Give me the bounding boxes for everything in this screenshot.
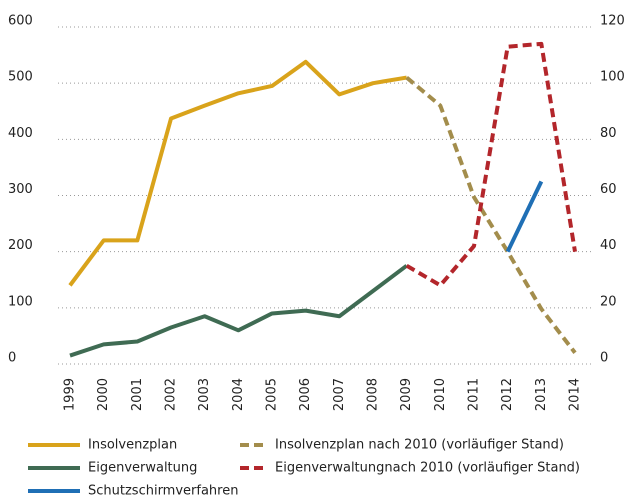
x-tick-label: 2001 bbox=[130, 378, 145, 411]
series-line bbox=[405, 76, 577, 354]
x-tick-label: 1999 bbox=[63, 378, 78, 411]
y-tick-label: 100 bbox=[8, 294, 33, 309]
series-line bbox=[68, 59, 407, 287]
x-tick-label: 2009 bbox=[399, 378, 414, 411]
y-tick-label: 300 bbox=[8, 182, 33, 197]
legend-label: Insolvenzplan bbox=[88, 438, 177, 453]
legend-label: Eigenverwaltungnach 2010 (vorläufiger St… bbox=[275, 461, 580, 476]
x-tick-label: 2013 bbox=[534, 378, 549, 411]
y2-tick-label: 20 bbox=[600, 294, 617, 309]
x-tick-label: 2006 bbox=[298, 378, 313, 411]
y-tick-label: 400 bbox=[8, 126, 33, 141]
y-tick-label: 0 bbox=[8, 351, 16, 366]
legend-label: Insolvenzplan nach 2010 (vorläufiger Sta… bbox=[275, 438, 564, 453]
y-tick-label: 600 bbox=[8, 14, 33, 29]
series-line bbox=[69, 264, 408, 358]
y-tick-label: 200 bbox=[8, 238, 33, 253]
legend-label: Schutzschirmverfahren bbox=[88, 484, 238, 499]
x-tick-label: 2005 bbox=[265, 378, 280, 411]
x-tick-label: 2002 bbox=[164, 378, 179, 411]
y2-tick-label: 40 bbox=[600, 238, 617, 253]
x-tick-label: 2008 bbox=[366, 378, 381, 411]
series-line bbox=[405, 41, 577, 288]
y2-tick-label: 0 bbox=[600, 351, 608, 366]
y2-tick-label: 60 bbox=[600, 182, 617, 197]
y2-tick-label: 100 bbox=[600, 70, 625, 85]
series-line bbox=[505, 180, 544, 253]
x-tick-label: 2014 bbox=[568, 378, 583, 411]
x-tick-label: 2012 bbox=[500, 378, 515, 411]
x-tick-label: 2010 bbox=[433, 378, 448, 411]
x-tick-label: 2000 bbox=[96, 378, 111, 411]
x-tick-label: 2011 bbox=[467, 378, 482, 411]
y2-tick-label: 80 bbox=[600, 126, 617, 141]
y2-tick-label: 120 bbox=[600, 14, 625, 29]
x-tick-label: 2004 bbox=[231, 378, 246, 411]
y-tick-label: 500 bbox=[8, 70, 33, 85]
legend-label: Eigenverwaltung bbox=[88, 461, 197, 476]
x-tick-label: 2003 bbox=[197, 378, 212, 411]
x-tick-label: 2007 bbox=[332, 378, 347, 411]
